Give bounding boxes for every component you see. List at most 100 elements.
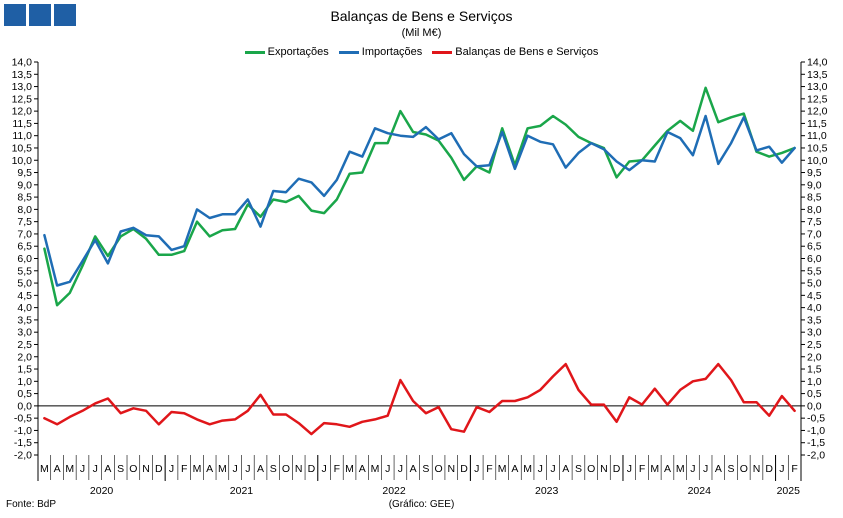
bdp-logo [4, 4, 76, 26]
x-month-label: J [385, 463, 390, 475]
x-year-label: 2021 [230, 485, 254, 497]
x-month-label: J [703, 463, 708, 475]
x-month-label: N [142, 463, 150, 475]
x-month-label: D [308, 463, 316, 475]
x-month-label: A [715, 463, 722, 475]
x-month-label: M [345, 463, 354, 475]
x-month-label: F [639, 463, 645, 475]
x-month-label: O [740, 463, 748, 475]
y-tick-label-right: -1,0 [807, 425, 825, 437]
x-month-label: A [54, 463, 61, 475]
x-month-label: J [80, 463, 85, 475]
x-month-label: M [498, 463, 507, 475]
x-month-label: J [93, 463, 98, 475]
logo-square-1 [4, 4, 26, 26]
y-tick-label-right: 2,0 [807, 351, 822, 363]
x-month-label: J [474, 463, 479, 475]
x-month-label: F [791, 463, 797, 475]
y-tick-label-right: 4,5 [807, 290, 822, 302]
logo-square-3 [54, 4, 76, 26]
y-tick-label-right: -2,0 [807, 450, 825, 462]
x-year-label: 2023 [535, 485, 559, 497]
x-month-label: O [282, 463, 290, 475]
y-tick-label-left: -1,5 [14, 437, 32, 449]
y-tick-label-left: 2,5 [17, 339, 32, 351]
legend-item-exports: Exportações [244, 46, 329, 58]
x-year-label: 2020 [90, 485, 114, 497]
y-tick-label-left: 11,5 [12, 118, 32, 130]
y-tick-label-left: 14,0 [12, 57, 33, 69]
x-month-label: J [169, 463, 174, 475]
x-month-label: J [550, 463, 555, 475]
legend-label-imports: Importações [361, 46, 423, 58]
y-tick-label-right: 1,0 [807, 376, 822, 388]
x-month-label: S [728, 463, 735, 475]
x-month-label: M [676, 463, 685, 475]
x-month-label: M [65, 463, 74, 475]
x-year-label: 2025 [777, 485, 801, 497]
y-tick-label-left: 6,0 [17, 253, 32, 265]
x-month-label: D [460, 463, 468, 475]
x-month-label: F [181, 463, 187, 475]
y-tick-label-right: 14,0 [807, 57, 828, 69]
y-tick-label-right: 9,5 [807, 167, 822, 179]
y-tick-label-left: 9,5 [17, 167, 32, 179]
y-tick-label-right: -0,5 [807, 413, 825, 425]
y-tick-label-left: 4,5 [17, 290, 32, 302]
x-month-label: A [664, 463, 671, 475]
y-tick-label-left: 12,0 [12, 106, 33, 118]
y-tick-label-left: 6,5 [17, 241, 32, 253]
y-tick-label-right: 3,0 [807, 327, 822, 339]
y-tick-label-left: 10,5 [12, 142, 33, 154]
x-month-label: M [523, 463, 532, 475]
x-month-label: J [322, 463, 327, 475]
x-month-label: J [398, 463, 403, 475]
y-tick-label-left: 12,5 [12, 93, 33, 105]
y-tick-label-right: 8,5 [807, 192, 822, 204]
x-month-label: D [765, 463, 773, 475]
series-line-2 [43, 114, 796, 287]
y-tick-label-left: 0,0 [17, 400, 32, 412]
y-tick-label-left: 5,0 [17, 278, 32, 290]
y-tick-label-left: 3,5 [17, 314, 32, 326]
chart-subtitle: (Mil M€) [401, 27, 442, 39]
series-line-3 [43, 362, 796, 436]
x-month-label: J [690, 463, 695, 475]
y-tick-label-left: 3,0 [17, 327, 32, 339]
x-month-label: N [753, 463, 761, 475]
x-month-label: O [587, 463, 595, 475]
legend-swatch-exports [244, 50, 265, 54]
series-line-1 [43, 86, 796, 307]
x-year-label: 2022 [382, 485, 406, 497]
y-tick-label-left: 0,5 [17, 388, 32, 400]
x-month-label: A [104, 463, 111, 475]
y-tick-label-right: 6,5 [807, 241, 822, 253]
x-month-label: J [779, 463, 784, 475]
legend-swatch-balance [432, 50, 453, 54]
y-tick-label-right: 10,0 [807, 155, 828, 167]
chart-legend: Exportações Importações Balanças de Bens… [0, 46, 843, 58]
x-month-label: A [257, 463, 264, 475]
y-tick-label-left: -2,0 [14, 450, 32, 462]
y-tick-label-left: 5,5 [17, 265, 32, 277]
legend-swatch-imports [338, 50, 359, 54]
logo-square-2 [29, 4, 51, 26]
x-month-label: D [613, 463, 621, 475]
x-month-label: J [538, 463, 543, 475]
x-month-label: F [486, 463, 492, 475]
x-month-label: A [359, 463, 366, 475]
chart-credit: (Gráfico: GEE) [388, 499, 455, 510]
x-month-label: N [600, 463, 608, 475]
y-tick-label-left: 7,0 [17, 228, 32, 240]
x-month-label: S [117, 463, 124, 475]
y-tick-label-right: 11,0 [807, 130, 827, 142]
x-month-label: S [422, 463, 429, 475]
x-month-label: M [371, 463, 380, 475]
y-tick-label-right: 6,0 [807, 253, 822, 265]
x-month-label: A [410, 463, 417, 475]
x-month-label: J [627, 463, 632, 475]
y-tick-label-left: 1,5 [17, 364, 32, 376]
x-month-label: O [129, 463, 137, 475]
y-tick-label-left: 13,0 [12, 81, 33, 93]
